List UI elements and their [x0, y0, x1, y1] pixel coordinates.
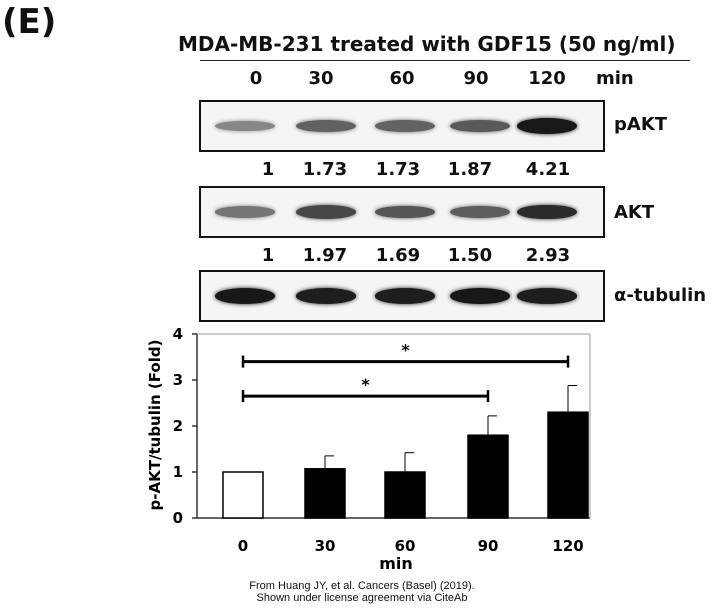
pakt-quant-0: 1	[261, 159, 275, 180]
akt-blot	[199, 186, 605, 238]
akt-label: AKT	[614, 202, 655, 223]
x-tick-label-120: 120	[552, 537, 583, 555]
blot-band-1-120	[517, 204, 577, 220]
time-label-0: 0	[249, 68, 263, 89]
y-tick-label-2: 2	[173, 417, 183, 435]
pakt-label: pAKT	[614, 114, 668, 135]
bar-60	[384, 471, 426, 519]
caption-line-1: From Huang JY, et al. Cancers (Basel) (2…	[249, 580, 475, 592]
y-axis-label: p-AKT/tubulin (Fold)	[146, 340, 164, 511]
pakt-quant-120: 4.21	[525, 159, 571, 180]
pakt-quant-30: 1.73	[302, 159, 348, 180]
pakt-quant-60: 1.73	[375, 159, 421, 180]
time-label-120: 120	[528, 68, 566, 89]
blot-band-1-60	[375, 205, 435, 219]
caption-line-2: Shown under license agreement via CiteAb	[256, 592, 468, 604]
significance-star-1: *	[361, 375, 370, 394]
blot-band-2-60	[375, 288, 435, 304]
akt-quant-30: 1.97	[302, 245, 348, 266]
y-tick-label-3: 3	[173, 371, 183, 389]
blot-band-0-120	[517, 118, 577, 134]
x-tick-label-30: 30	[315, 537, 336, 555]
blot-band-2-120	[517, 288, 577, 304]
blot-band-0-0	[215, 120, 275, 132]
tubulin-label: α-tubulin	[614, 285, 707, 306]
blot-band-1-0	[215, 206, 275, 218]
akt-quant-120: 2.93	[525, 245, 571, 266]
bar-90	[467, 434, 509, 519]
pakt-blot	[199, 100, 605, 152]
bar-0	[222, 471, 264, 519]
time-label-60: 60	[389, 68, 415, 89]
blot-band-2-30	[296, 288, 356, 304]
x-tick-label-0: 0	[238, 537, 248, 555]
blot-band-1-90	[450, 205, 510, 219]
blot-band-0-60	[375, 119, 435, 133]
time-label-90: 90	[463, 68, 489, 89]
bar-30	[304, 468, 346, 519]
y-tick-label-0: 0	[173, 509, 183, 527]
x-tick-label-60: 60	[395, 537, 416, 555]
heading-underline	[200, 60, 690, 61]
panel-label: (E)	[2, 2, 57, 42]
blot-band-2-90	[450, 288, 510, 304]
y-tick-label-1: 1	[173, 463, 183, 481]
akt-quant-90: 1.50	[447, 245, 493, 266]
time-unit-label: min	[596, 68, 634, 89]
significance-star-0: *	[401, 341, 410, 360]
y-tick-label-4: 4	[173, 325, 183, 343]
akt-quant-0: 1	[261, 245, 275, 266]
blot-band-0-90	[450, 119, 510, 133]
pakt-quant-90: 1.87	[447, 159, 493, 180]
blot-band-2-0	[215, 288, 275, 304]
x-tick-label-90: 90	[478, 537, 499, 555]
blot-band-0-30	[296, 119, 356, 133]
akt-quant-60: 1.69	[375, 245, 421, 266]
bar-120	[547, 411, 589, 519]
experiment-heading: MDA-MB-231 treated with GDF15 (50 ng/ml)	[178, 32, 676, 56]
time-label-30: 30	[308, 68, 334, 89]
blot-band-1-30	[296, 205, 356, 219]
x-axis-label: min	[379, 554, 413, 573]
tubulin-blot	[199, 270, 605, 322]
